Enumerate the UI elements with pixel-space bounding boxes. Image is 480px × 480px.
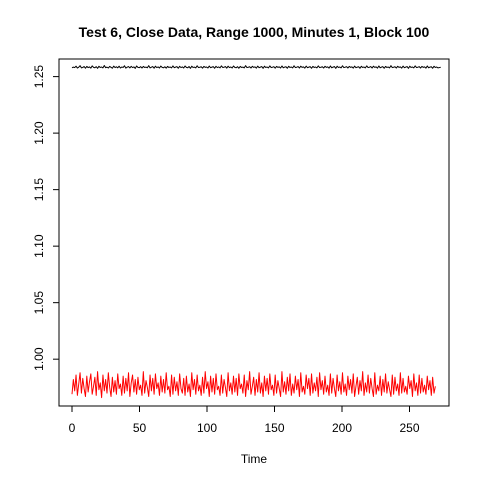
y-tick-label: 1.05 [32, 291, 46, 315]
x-tick-label: 200 [332, 421, 352, 435]
x-tick-label: 150 [264, 421, 284, 435]
y-axis: 1.00 1.05 1.10 1.15 1.20 1.25 [32, 65, 60, 371]
x-tick-label: 0 [69, 421, 76, 435]
chart-title: Test 6, Close Data, Range 1000, Minutes … [79, 24, 430, 40]
x-axis: 0 50 100 150 200 250 [69, 405, 420, 435]
series-line-1 [71, 65, 441, 69]
series-line-2 [71, 371, 436, 399]
x-axis-label: Time [241, 452, 268, 466]
y-tick-label: 1.10 [32, 234, 46, 258]
x-tick-label: 50 [133, 421, 147, 435]
y-tick-label: 1.20 [32, 121, 46, 145]
y-tick-label: 1.00 [32, 347, 46, 371]
plot-lines [71, 65, 441, 399]
x-tick-label: 100 [197, 421, 217, 435]
y-tick-label: 1.25 [32, 65, 46, 89]
plot-frame [58, 58, 450, 407]
x-tick-label: 250 [399, 421, 419, 435]
y-tick-label: 1.15 [32, 178, 46, 202]
